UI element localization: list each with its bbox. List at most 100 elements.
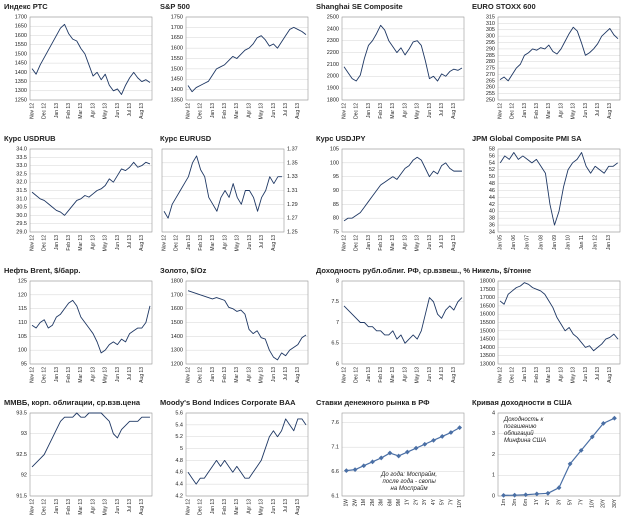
panel: JPM Global Composite PMI SA3436384042444… bbox=[472, 134, 621, 250]
x-tick-label: Jan 13 bbox=[210, 367, 216, 382]
x-tick-label: Jul 13 bbox=[595, 103, 601, 117]
x-tick-label: May 13 bbox=[103, 235, 109, 252]
y-tick-label: 125 bbox=[18, 278, 27, 284]
x-tick-label: Jul 13 bbox=[127, 367, 133, 381]
y-tick-label: 1500 bbox=[171, 320, 183, 326]
panel: EURO STOXX 60025025526026527027528028529… bbox=[472, 2, 621, 119]
chart-title: Moody's Bond Indices Corporate BAA bbox=[160, 398, 296, 407]
point-marker bbox=[457, 425, 463, 431]
y-tick-label: 30.5 bbox=[16, 205, 27, 211]
x-tick-label: 2Y bbox=[545, 498, 551, 505]
x-tick-label: 9M bbox=[396, 499, 402, 506]
chart-title: ММВБ, корп. облигации, ср.взв.цена bbox=[4, 398, 141, 407]
x-tick-label: May 13 bbox=[571, 367, 577, 384]
y-tick-label: 34.0 bbox=[16, 146, 27, 152]
y-tick-label: 110 bbox=[18, 320, 27, 326]
y-tick-label: 80 bbox=[333, 216, 339, 222]
x-tick-label: Aug 13 bbox=[295, 499, 301, 515]
point-marker bbox=[600, 420, 606, 426]
series-line bbox=[187, 290, 307, 361]
x-tick-label: Mar 13 bbox=[78, 103, 84, 119]
point-marker bbox=[370, 459, 375, 465]
x-tick-label: May 13 bbox=[259, 103, 265, 120]
x-tick-label: 1Y bbox=[534, 498, 540, 505]
plot-frame bbox=[497, 412, 621, 497]
y-tick-label: 1550 bbox=[15, 42, 27, 48]
x-tick-label: Aug 13 bbox=[607, 103, 613, 119]
annotation: облигаций bbox=[504, 430, 534, 437]
plot-frame bbox=[185, 280, 309, 365]
x-tick-label: Apr 13 bbox=[90, 235, 96, 250]
y-tick-label: 4 bbox=[492, 410, 495, 416]
x-tick-label: Jun 13 bbox=[271, 367, 277, 382]
y-tick-label: 290 bbox=[486, 46, 495, 52]
y-tick-label: 1700 bbox=[171, 25, 183, 31]
point-marker bbox=[556, 485, 562, 491]
x-tick-label: Jun 13 bbox=[247, 235, 253, 250]
x-tick-label: May 13 bbox=[103, 103, 109, 120]
plot-frame bbox=[341, 148, 465, 233]
panel: Курс USDJPY 75 80 85 90 95 100 105 Nov 12 Dec 12 J… bbox=[316, 134, 465, 251]
y-tick-label: 270 bbox=[486, 72, 495, 78]
chart-title: EURO STOXX 600 bbox=[472, 2, 536, 11]
x-tick-label: Jan 13 bbox=[606, 235, 612, 250]
y-tick-label: 1450 bbox=[171, 77, 183, 83]
x-tick-label: Mar 13 bbox=[390, 103, 396, 119]
y-tick-label: 265 bbox=[486, 78, 495, 84]
x-tick-label: Apr 13 bbox=[246, 367, 252, 382]
x-tick-label: Mar 13 bbox=[546, 103, 552, 119]
y-tick-label: 1.25 bbox=[287, 229, 298, 235]
chart-title: JPM Global Composite PMI SA bbox=[472, 134, 582, 143]
x-tick-label: 20Y bbox=[601, 498, 607, 508]
plot-frame bbox=[185, 16, 309, 101]
chart-title: Золото, $/Oz bbox=[160, 266, 207, 275]
y-tick-label: 95 bbox=[333, 174, 339, 180]
x-tick-label: 3Y bbox=[422, 498, 428, 505]
x-tick-label: Dec 12 bbox=[198, 103, 204, 119]
series-line bbox=[343, 156, 462, 222]
x-tick-label: Jan 13 bbox=[54, 499, 60, 514]
y-tick-label: 1800 bbox=[327, 97, 339, 103]
chart-title: Курс USDJPY bbox=[316, 134, 366, 143]
x-tick-label: Aug 13 bbox=[607, 367, 613, 383]
x-tick-label: Aug 13 bbox=[139, 235, 145, 251]
x-tick-label: 3m bbox=[512, 499, 518, 506]
panel: Доходность рубл.облиг. РФ, ср.взвеш., % 6… bbox=[316, 266, 470, 383]
x-tick-label: Jan 13 bbox=[186, 235, 192, 250]
x-tick-label: Mar 13 bbox=[234, 499, 240, 515]
y-tick-label: 1550 bbox=[171, 56, 183, 62]
y-tick-label: 275 bbox=[486, 66, 495, 72]
y-tick-label: 7 bbox=[336, 320, 339, 326]
y-tick-label: 100 bbox=[18, 348, 27, 354]
y-tick-label: 38 bbox=[489, 216, 495, 222]
x-tick-label: Jan 08 bbox=[538, 235, 544, 250]
y-tick-label: 1350 bbox=[171, 97, 183, 103]
y-tick-label: 6.1 bbox=[331, 493, 339, 499]
y-tick-label: 31.0 bbox=[16, 196, 27, 202]
x-tick-label: Aug 13 bbox=[139, 103, 145, 119]
x-tick-label: Jan 13 bbox=[366, 103, 372, 118]
y-tick-label: 1300 bbox=[171, 348, 183, 354]
annotation: на Моспрайм bbox=[391, 485, 428, 492]
panel: Золото, $/Oz 1200 1300 1400 1500 1600 1700 1800… bbox=[160, 266, 309, 383]
x-tick-label: Jul 13 bbox=[439, 235, 445, 249]
x-tick-label: Mar 13 bbox=[234, 367, 240, 383]
plot-frame bbox=[497, 16, 621, 101]
point-marker bbox=[501, 492, 506, 498]
x-tick-label: Apr 13 bbox=[402, 235, 408, 250]
x-tick-label: Jun 13 bbox=[271, 499, 277, 514]
point-marker bbox=[512, 492, 518, 498]
y-tick-label: 1300 bbox=[15, 88, 27, 94]
y-tick-label: 14500 bbox=[480, 337, 495, 343]
x-tick-label: Dec 12 bbox=[354, 103, 360, 119]
y-tick-label: 29.0 bbox=[16, 229, 27, 235]
x-tick-label: 7Y bbox=[448, 498, 454, 505]
plot-frame bbox=[161, 148, 285, 233]
y-tick-label: 90 bbox=[333, 188, 339, 194]
x-tick-label: Jan 13 bbox=[54, 235, 60, 250]
plot-frame bbox=[341, 280, 465, 365]
y-tick-label: 2300 bbox=[327, 38, 339, 44]
x-tick-label: Jan 13 bbox=[54, 103, 60, 118]
y-tick-label: 1750 bbox=[171, 14, 183, 20]
